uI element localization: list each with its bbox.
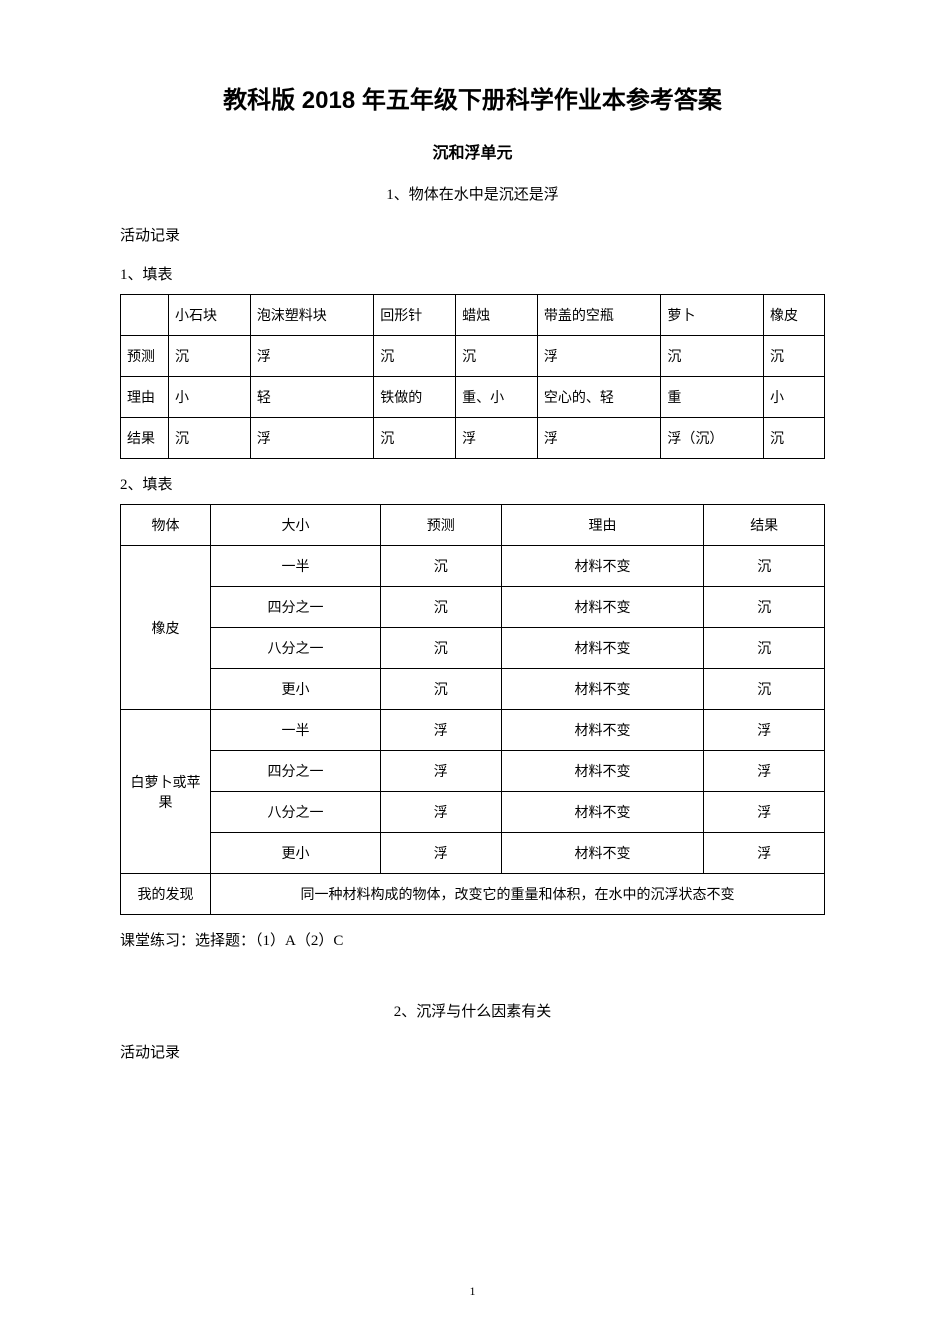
practice-text: 课堂练习：选择题：（1）A（2）C [120, 929, 825, 950]
sub2-label: 2、填表 [120, 473, 825, 494]
t1r2c5: 浮 [537, 418, 660, 459]
t2g2r3c2: 材料不变 [501, 833, 704, 874]
t2g2r2: 八分之一 浮 材料不变 浮 [121, 792, 825, 833]
table1: 小石块 泡沫塑料块 回形针 蜡烛 带盖的空瓶 萝卜 橡皮 预测 沉 浮 沉 沉 … [120, 294, 825, 459]
t2g2r0: 白萝卜或苹果 一半 浮 材料不变 浮 [121, 710, 825, 751]
t2g1r2c0: 八分之一 [211, 628, 381, 669]
t1r1c0: 理由 [121, 377, 169, 418]
t2-finding-label: 我的发现 [121, 874, 211, 915]
activity-label-1: 活动记录 [120, 224, 825, 245]
t1r0c3: 沉 [374, 336, 456, 377]
table1-row2: 结果 沉 浮 沉 浮 浮 浮（沉） 沉 [121, 418, 825, 459]
t1r0c0: 预测 [121, 336, 169, 377]
t2h0: 物体 [121, 505, 211, 546]
t2g1r1c2: 材料不变 [501, 587, 704, 628]
t1r0c5: 浮 [537, 336, 660, 377]
t2g1r1c1: 沉 [381, 587, 502, 628]
t1r1c2: 轻 [250, 377, 373, 418]
t1r2c3: 沉 [374, 418, 456, 459]
t2g2r2c2: 材料不变 [501, 792, 704, 833]
t1r1c4: 重、小 [456, 377, 538, 418]
table1-header-row: 小石块 泡沫塑料块 回形针 蜡烛 带盖的空瓶 萝卜 橡皮 [121, 295, 825, 336]
t1r0c1: 沉 [169, 336, 251, 377]
t2-finding-row: 我的发现 同一种材料构成的物体，改变它的重量和体积，在水中的沉浮状态不变 [121, 874, 825, 915]
t2h1: 大小 [211, 505, 381, 546]
t1r2c7: 沉 [763, 418, 824, 459]
t2h3: 理由 [501, 505, 704, 546]
t2g2r1: 四分之一 浮 材料不变 浮 [121, 751, 825, 792]
t2g2r1c3: 浮 [704, 751, 825, 792]
table1-row1: 理由 小 轻 铁做的 重、小 空心的、轻 重 小 [121, 377, 825, 418]
t2g1r0c2: 材料不变 [501, 546, 704, 587]
t2g2r1c1: 浮 [381, 751, 502, 792]
table1-h4: 蜡烛 [456, 295, 538, 336]
t1r1c3: 铁做的 [374, 377, 456, 418]
t1r2c6: 浮（沉） [661, 418, 764, 459]
t1r1c6: 重 [661, 377, 764, 418]
t2g2r0c3: 浮 [704, 710, 825, 751]
t1r2c0: 结果 [121, 418, 169, 459]
table1-h1: 小石块 [169, 295, 251, 336]
t1r0c6: 沉 [661, 336, 764, 377]
section2-heading: 2、沉浮与什么因素有关 [120, 1000, 825, 1021]
unit-title: 沉和浮单元 [120, 139, 825, 163]
t2g2r2c1: 浮 [381, 792, 502, 833]
activity-label-2: 活动记录 [120, 1041, 825, 1062]
t1r0c4: 沉 [456, 336, 538, 377]
table2-header-row: 物体 大小 预测 理由 结果 [121, 505, 825, 546]
t1r2c1: 沉 [169, 418, 251, 459]
t2g1r1c3: 沉 [704, 587, 825, 628]
t1r0c7: 沉 [763, 336, 824, 377]
t2g1r0: 橡皮 一半 沉 材料不变 沉 [121, 546, 825, 587]
document-title: 教科版 2018 年五年级下册科学作业本参考答案 [120, 80, 825, 115]
t2g2r2c0: 八分之一 [211, 792, 381, 833]
t2g1r3: 更小 沉 材料不变 沉 [121, 669, 825, 710]
t2g1r3c1: 沉 [381, 669, 502, 710]
t1r2c4: 浮 [456, 418, 538, 459]
t1r1c1: 小 [169, 377, 251, 418]
t2g2r1c2: 材料不变 [501, 751, 704, 792]
t2h4: 结果 [704, 505, 825, 546]
t2g2r1c0: 四分之一 [211, 751, 381, 792]
t2g1r3c2: 材料不变 [501, 669, 704, 710]
sub1-label: 1、填表 [120, 263, 825, 284]
t2g1r0c0: 一半 [211, 546, 381, 587]
t2g2r0c0: 一半 [211, 710, 381, 751]
t2h2: 预测 [381, 505, 502, 546]
t2g2r3c0: 更小 [211, 833, 381, 874]
t2g1r3c0: 更小 [211, 669, 381, 710]
t2g1-name: 橡皮 [121, 546, 211, 710]
t2g1r0c1: 沉 [381, 546, 502, 587]
t2g1r2c2: 材料不变 [501, 628, 704, 669]
table1-h5: 带盖的空瓶 [537, 295, 660, 336]
t2-finding-text: 同一种材料构成的物体，改变它的重量和体积，在水中的沉浮状态不变 [211, 874, 825, 915]
t2g1r0c3: 沉 [704, 546, 825, 587]
table2: 物体 大小 预测 理由 结果 橡皮 一半 沉 材料不变 沉 四分之一 沉 材料不… [120, 504, 825, 915]
t2g2r2c3: 浮 [704, 792, 825, 833]
t2g2r0c2: 材料不变 [501, 710, 704, 751]
table1-h3: 回形针 [374, 295, 456, 336]
t1r2c2: 浮 [250, 418, 373, 459]
t2g2r3c1: 浮 [381, 833, 502, 874]
t2g2r3c3: 浮 [704, 833, 825, 874]
table1-h6: 萝卜 [661, 295, 764, 336]
section1-heading: 1、物体在水中是沉还是浮 [120, 183, 825, 204]
t2g2r0c1: 浮 [381, 710, 502, 751]
t2g1r2c1: 沉 [381, 628, 502, 669]
t2g1r1: 四分之一 沉 材料不变 沉 [121, 587, 825, 628]
t2g1r2c3: 沉 [704, 628, 825, 669]
t2g1r3c3: 沉 [704, 669, 825, 710]
t2g1r1c0: 四分之一 [211, 587, 381, 628]
table1-h2: 泡沫塑料块 [250, 295, 373, 336]
t2g1r2: 八分之一 沉 材料不变 沉 [121, 628, 825, 669]
table1-row0: 预测 沉 浮 沉 沉 浮 沉 沉 [121, 336, 825, 377]
page-number: 1 [0, 1284, 945, 1299]
t2g2-name: 白萝卜或苹果 [121, 710, 211, 874]
t1r1c7: 小 [763, 377, 824, 418]
t1r1c5: 空心的、轻 [537, 377, 660, 418]
t2g2r3: 更小 浮 材料不变 浮 [121, 833, 825, 874]
t1r0c2: 浮 [250, 336, 373, 377]
table1-h0 [121, 295, 169, 336]
table1-h7: 橡皮 [763, 295, 824, 336]
